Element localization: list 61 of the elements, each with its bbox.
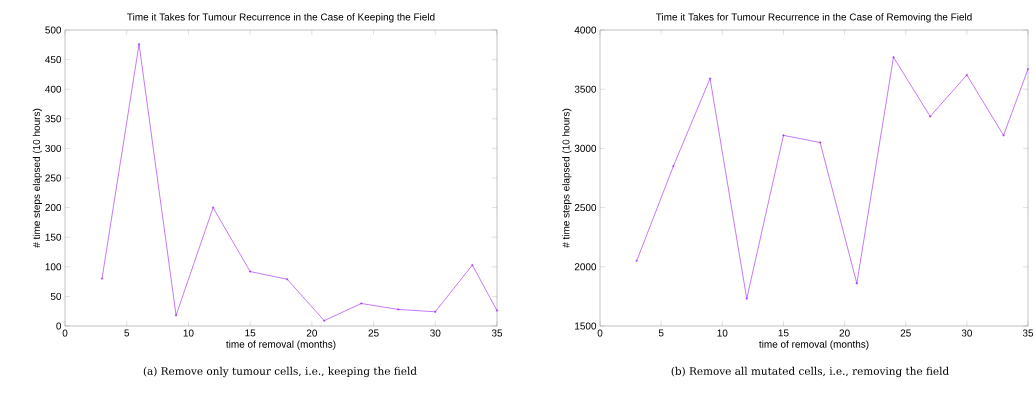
y-tick-label: 50: [50, 292, 62, 300]
chart-title: Time it Takes for Tumour Recurrence in the Case of Removing the Field: [655, 13, 972, 23]
x-tick-label: 35: [1022, 329, 1034, 337]
x-tick-label: 35: [491, 329, 503, 337]
x-tick-label: 5: [124, 329, 130, 337]
x-tick-label: 10: [717, 329, 728, 337]
y-tick-label: 400: [45, 85, 62, 93]
point: [708, 77, 712, 81]
point: [855, 281, 859, 285]
x-tick-label: 25: [368, 329, 379, 337]
x-tick-label: 5: [658, 329, 664, 337]
point: [928, 114, 932, 118]
point: [781, 133, 785, 137]
y-tick-label: 150: [45, 233, 62, 241]
point: [396, 307, 400, 311]
x-tick-label: 20: [306, 329, 318, 337]
point: [671, 164, 675, 168]
x-tick-label: 30: [961, 329, 973, 337]
y-tick-label: 100: [45, 263, 62, 271]
chart-title: Time it Takes for Tumour Recurrence in the Case of Keeping the Field: [127, 13, 435, 23]
x-tick-label: 20: [839, 329, 850, 337]
y-tick-label: 0: [56, 322, 62, 330]
x-tick-label: 10: [183, 329, 194, 337]
point: [359, 302, 363, 305]
y-tick-label: 4000: [574, 26, 597, 34]
y-tick-label: 500: [45, 26, 62, 34]
y-tick-label: 450: [45, 56, 62, 64]
point: [891, 55, 895, 59]
point: [470, 263, 474, 267]
point: [1002, 133, 1006, 137]
x-axis-title: time of removal (months): [759, 340, 869, 350]
y-tick-label: 300: [45, 144, 62, 152]
point: [248, 270, 252, 274]
y-tick-label: 3000: [574, 144, 597, 152]
y-tick-label: 200: [45, 204, 62, 212]
point: [433, 310, 437, 314]
y-tick-label: 3500: [574, 85, 597, 93]
x-axis-title: time of removal (months): [226, 340, 336, 350]
y-tick-label: 250: [45, 174, 62, 182]
x-tick-label: 25: [900, 329, 911, 337]
point: [745, 297, 749, 301]
point: [322, 319, 326, 323]
point: [174, 313, 178, 317]
x-tick-label: 30: [430, 329, 441, 337]
point: [965, 73, 969, 77]
y-tick-label: 2500: [574, 204, 597, 212]
point: [818, 140, 822, 144]
text: (b) Remove all mutated cells, i.e., removing the field: [671, 366, 949, 378]
y-axis-title: # time steps elapsed (10 hours): [32, 108, 43, 248]
y-tick-label: 2000: [574, 263, 597, 271]
text: (a) Remove only tumour cells, i.e., keeping the field: [143, 366, 417, 378]
y-tick-label: 1500: [575, 322, 597, 330]
point: [211, 206, 215, 210]
y-tick-label: 350: [45, 115, 62, 123]
point: [137, 42, 141, 46]
x-tick-label: 0: [62, 329, 68, 337]
y-axis-title: # time steps elapsed (10 hours): [562, 108, 572, 248]
x-tick-label: 0: [597, 329, 603, 337]
x-tick-label: 15: [778, 329, 789, 337]
x-tick-label: 15: [245, 329, 256, 337]
point: [285, 277, 289, 281]
